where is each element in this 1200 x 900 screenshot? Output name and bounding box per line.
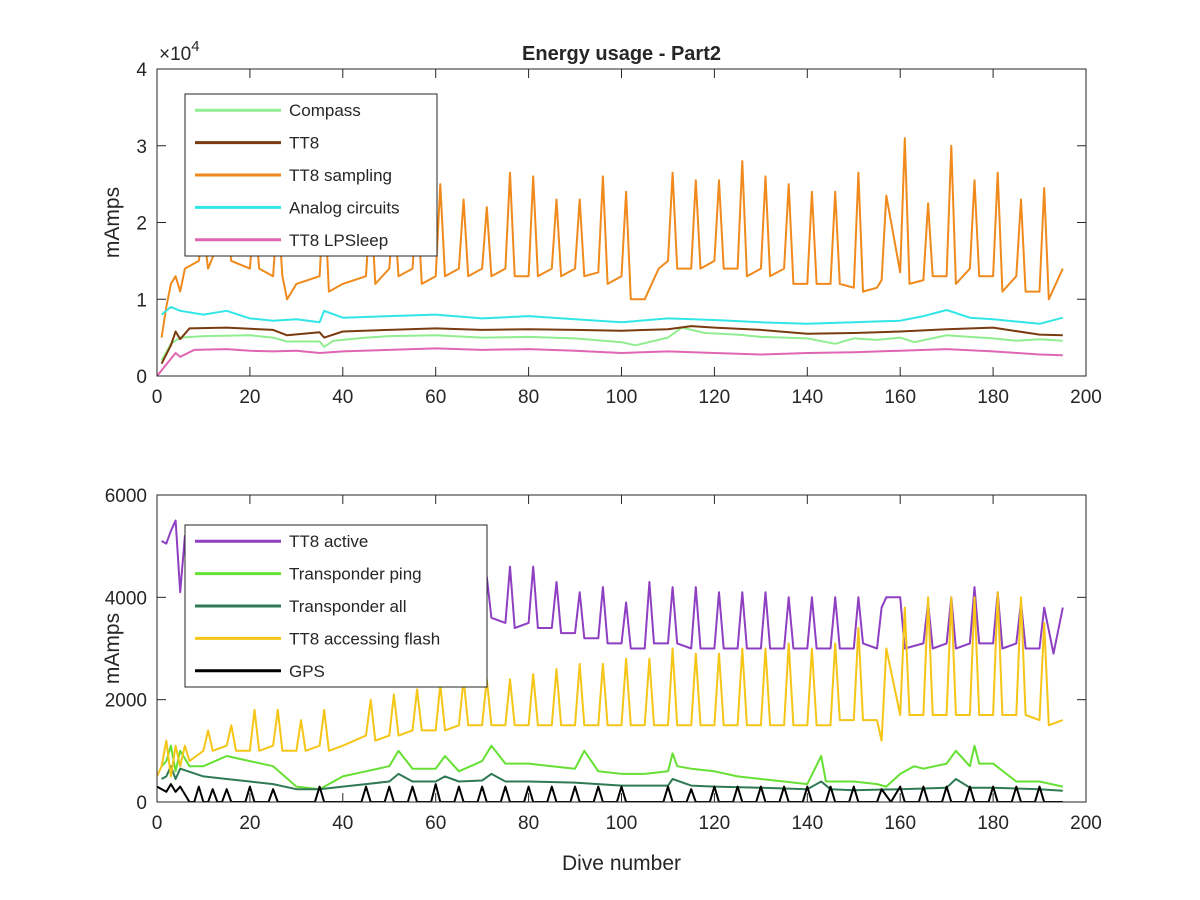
series-line-tt8-sampling [160, 137, 1064, 338]
x-tick-label: 120 [699, 387, 731, 408]
y-tick-label: 4 [136, 60, 147, 81]
y-tick-label: 3 [136, 137, 147, 158]
x-tick-label: 160 [884, 813, 916, 834]
y-tick-label: 6000 [105, 486, 147, 507]
x-tick-label: 160 [884, 387, 916, 408]
series-lines [157, 137, 1064, 376]
legend-label: Transponder all [289, 597, 407, 616]
y-tick-label: 2 [136, 214, 147, 235]
y-tick-label: 4000 [105, 588, 147, 609]
x-tick-label: 100 [606, 387, 638, 408]
legend-label: GPS [289, 662, 325, 681]
series-line-analog-circuits [160, 305, 1064, 325]
x-axis-label: Dive number [562, 852, 681, 875]
x-tick-label: 40 [332, 387, 353, 408]
x-tick-label: 20 [239, 387, 260, 408]
x-tick-label: 40 [332, 813, 353, 834]
x-tick-label: 140 [791, 813, 823, 834]
x-tick-label: 200 [1070, 813, 1102, 834]
x-tick-label: 180 [977, 387, 1009, 408]
x-tick-label: 60 [425, 813, 446, 834]
series-line-transponder-ping [160, 744, 1064, 791]
x-tick-label: 80 [518, 387, 539, 408]
y-exponent-label: ×104 [159, 38, 200, 65]
x-tick-label: 200 [1070, 387, 1102, 408]
series-line-tt8-accessing-flash [157, 591, 1064, 778]
y-tick-label: 0 [136, 367, 147, 388]
legend-label: TT8 [289, 134, 319, 153]
x-tick-label: 0 [152, 387, 163, 408]
series-line-compass [160, 326, 1063, 362]
y-tick-label: 0 [136, 793, 147, 814]
chart-1: 0 20 40 60 80 100 120 140 160 180 200 0 1 2 3 4 ×104 Ener… [101, 38, 1102, 408]
x-tick-label: 120 [699, 813, 731, 834]
legend-label: TT8 LPSleep [289, 231, 388, 250]
x-tick-label: 100 [606, 813, 638, 834]
x-tick-label: 60 [425, 387, 446, 408]
legend-label: TT8 sampling [289, 166, 392, 185]
legend-label: TT8 accessing flash [289, 629, 440, 648]
x-tick-label: 20 [239, 813, 260, 834]
x-tick-label: 180 [977, 813, 1009, 834]
series-line-tt8-lpsleep [157, 347, 1063, 376]
y-axis-label: mAmps [101, 187, 124, 258]
series-line-transponder-all [161, 765, 1063, 792]
x-tick-label: 0 [152, 813, 163, 834]
legend-label: Transponder ping [289, 565, 422, 584]
y-axis-label: mAmps [101, 613, 124, 684]
legend-label: Compass [289, 101, 361, 120]
legend-label: Analog circuits [289, 198, 400, 217]
legend: TT8 active Transponder ping Transponder al… [184, 524, 488, 688]
series-line-tt8 [160, 325, 1063, 365]
chart-title: Energy usage - Part2 [522, 43, 721, 65]
y-tick-label: 2000 [105, 691, 147, 712]
chart-2: 0 20 40 60 80 100 120 140 160 180 2000200040006000… [101, 486, 1102, 875]
series-line-gps [157, 783, 1063, 802]
x-tick-label: 140 [791, 387, 823, 408]
x-tick-label: 80 [518, 813, 539, 834]
y-tick-label: 1 [136, 290, 147, 311]
legend: Compass TT8 TT8 sampling Analog circuits TT8… [184, 93, 438, 257]
legend-label: TT8 active [289, 532, 368, 551]
